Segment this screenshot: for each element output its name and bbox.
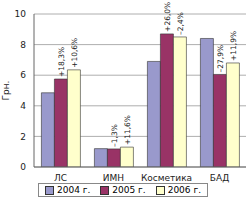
svg-text:БАД: БАД	[210, 173, 229, 183]
svg-text:0: 0	[20, 162, 26, 172]
svg-text:Грн.: Грн.	[8, 81, 11, 101]
svg-text:–2,4%: –2,4%	[176, 12, 185, 35]
svg-text:+18,3%: +18,3%	[57, 47, 66, 77]
svg-text:2: 2	[20, 132, 26, 142]
svg-text:–1,3%: –1,3%	[110, 124, 119, 147]
svg-text:+11,9%: +11,9%	[229, 31, 238, 61]
svg-text:6: 6	[20, 70, 26, 80]
html-text:2006 г.: 2006 г.	[167, 185, 201, 195]
html-text:2004 г.: 2004 г.	[57, 185, 91, 195]
svg-text:8: 8	[20, 40, 26, 50]
svg-text:+11,6%: +11,6%	[123, 115, 132, 145]
svg-text:–27,9%: –27,9%	[216, 45, 225, 73]
svg-text:+10,6%: +10,6%	[70, 38, 79, 68]
html-text:2005 г.: 2005 г.	[112, 185, 146, 195]
svg-text:4: 4	[20, 101, 26, 111]
svg-text:ИМН: ИМН	[103, 173, 124, 183]
svg-text:+26,0%: +26,0%	[163, 2, 172, 32]
svg-text:Косметика: Косметика	[141, 173, 192, 183]
svg-text:10: 10	[15, 9, 27, 19]
svg-text:ЛС: ЛС	[54, 173, 67, 183]
